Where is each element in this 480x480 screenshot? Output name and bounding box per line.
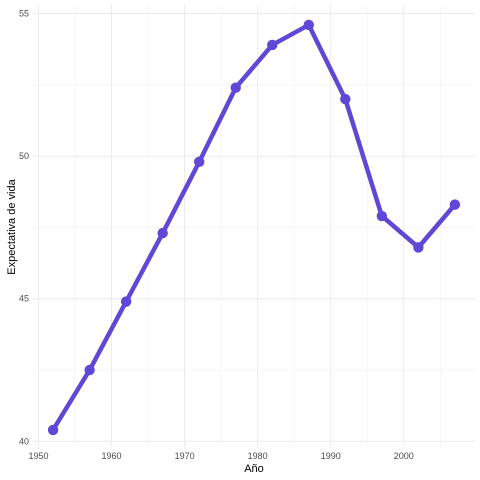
data-point: [157, 227, 168, 239]
y-tick-labels: 40 45 50 55: [19, 9, 29, 447]
data-point: [230, 82, 241, 93]
x-tick-label: 1990: [321, 451, 341, 461]
data-point: [47, 424, 59, 436]
x-tick-label: 1950: [28, 451, 48, 461]
points-layer: [47, 19, 461, 436]
y-axis-title: Expectativa de vida: [6, 178, 18, 274]
data-point: [303, 19, 314, 31]
major-gridlines: [33, 5, 475, 447]
data-point: [84, 364, 95, 376]
data-point: [413, 242, 424, 253]
x-tick-label: 2000: [394, 451, 414, 461]
series-layer: [50, 22, 458, 433]
x-axis-title: Año: [244, 463, 264, 475]
x-tick-labels: 1950 1960 1970 1980 1990 2000: [28, 451, 413, 461]
y-tick-label: 55: [19, 9, 29, 19]
minor-gridlines: [33, 5, 475, 447]
y-tick-label: 45: [19, 294, 29, 304]
data-point: [194, 156, 205, 168]
y-tick-label: 50: [19, 151, 29, 161]
data-point: [376, 210, 388, 222]
data-point: [449, 199, 461, 210]
x-tick-label: 1980: [248, 451, 268, 461]
data-point: [267, 39, 278, 51]
data-point: [120, 296, 132, 307]
data-point: [340, 93, 351, 105]
x-tick-label: 1970: [175, 451, 195, 461]
y-tick-label: 40: [19, 436, 29, 446]
x-tick-label: 1960: [102, 451, 122, 461]
series-line: [50, 22, 458, 433]
